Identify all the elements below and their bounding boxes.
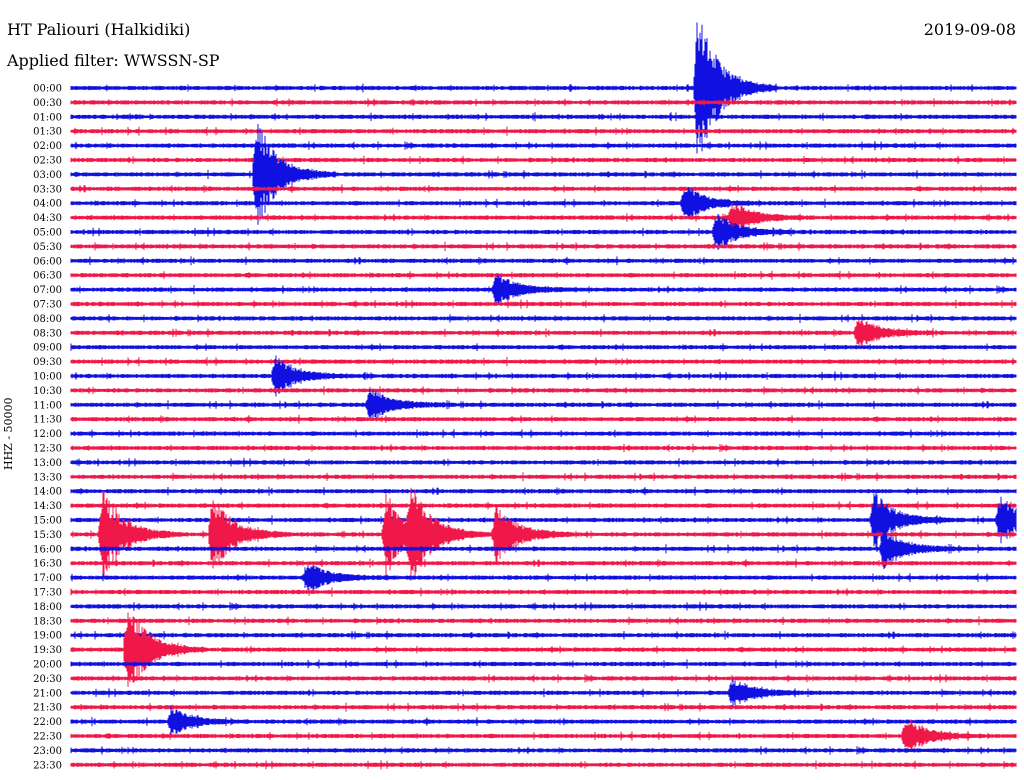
row-time-label: 09:30 [33, 357, 62, 368]
row-time-label: 08:00 [33, 314, 62, 325]
row-time-label: 03:00 [33, 170, 62, 181]
row-time-label: 14:30 [33, 501, 62, 512]
row-time-label: 07:30 [33, 300, 62, 311]
station-title: HT Paliouri (Halkidiki) [7, 20, 191, 39]
row-time-label: 13:00 [33, 458, 62, 469]
row-time-label: 19:30 [33, 645, 62, 656]
row-time-label: 20:00 [33, 660, 62, 671]
row-time-label: 01:00 [33, 112, 62, 123]
row-time-label: 18:00 [33, 602, 62, 613]
row-time-label: 13:30 [33, 472, 62, 483]
date-label: 2019-09-08 [923, 20, 1016, 39]
row-time-label: 02:00 [33, 141, 62, 152]
row-time-label: 02:30 [33, 156, 62, 167]
row-time-label: 11:00 [33, 400, 62, 411]
row-time-label: 06:30 [33, 271, 62, 282]
row-time-label: 22:00 [33, 717, 62, 728]
row-time-label: 07:00 [33, 285, 62, 296]
row-time-label: 10:00 [33, 372, 62, 383]
row-time-label: 16:00 [33, 544, 62, 555]
row-time-label: 14:00 [33, 487, 62, 498]
row-time-label: 06:00 [33, 256, 62, 267]
row-time-label: 15:30 [33, 530, 62, 541]
row-time-label: 00:00 [33, 84, 62, 95]
row-time-label: 21:30 [33, 703, 62, 714]
row-time-label: 12:30 [33, 444, 62, 455]
row-time-label: 00:30 [33, 98, 62, 109]
row-time-label: 15:00 [33, 516, 62, 527]
row-time-label: 23:00 [33, 746, 62, 757]
row-time-label: 10:30 [33, 386, 62, 397]
row-time-label: 20:30 [33, 674, 62, 685]
row-time-label: 19:00 [33, 631, 62, 642]
row-time-label: 12:00 [33, 429, 62, 440]
row-time-label: 17:00 [33, 573, 62, 584]
row-time-label: 23:30 [33, 760, 62, 771]
row-time-label: 17:30 [33, 588, 62, 599]
row-time-label: 05:30 [33, 242, 62, 253]
row-time-label: 22:30 [33, 732, 62, 743]
row-time-label: 08:30 [33, 328, 62, 339]
row-time-label: 21:00 [33, 688, 62, 699]
row-time-label: 09:00 [33, 343, 62, 354]
row-time-label: 11:30 [33, 415, 62, 426]
row-time-label: 18:30 [33, 616, 62, 627]
row-time-label: 16:30 [33, 559, 62, 570]
row-time-label: 01:30 [33, 127, 62, 138]
row-time-label: 05:00 [33, 228, 62, 239]
row-time-label: 03:30 [33, 184, 62, 195]
filter-label: Applied filter: WWSSN-SP [7, 51, 220, 70]
row-time-label: 04:00 [33, 199, 62, 210]
row-time-label: 04:30 [33, 213, 62, 224]
